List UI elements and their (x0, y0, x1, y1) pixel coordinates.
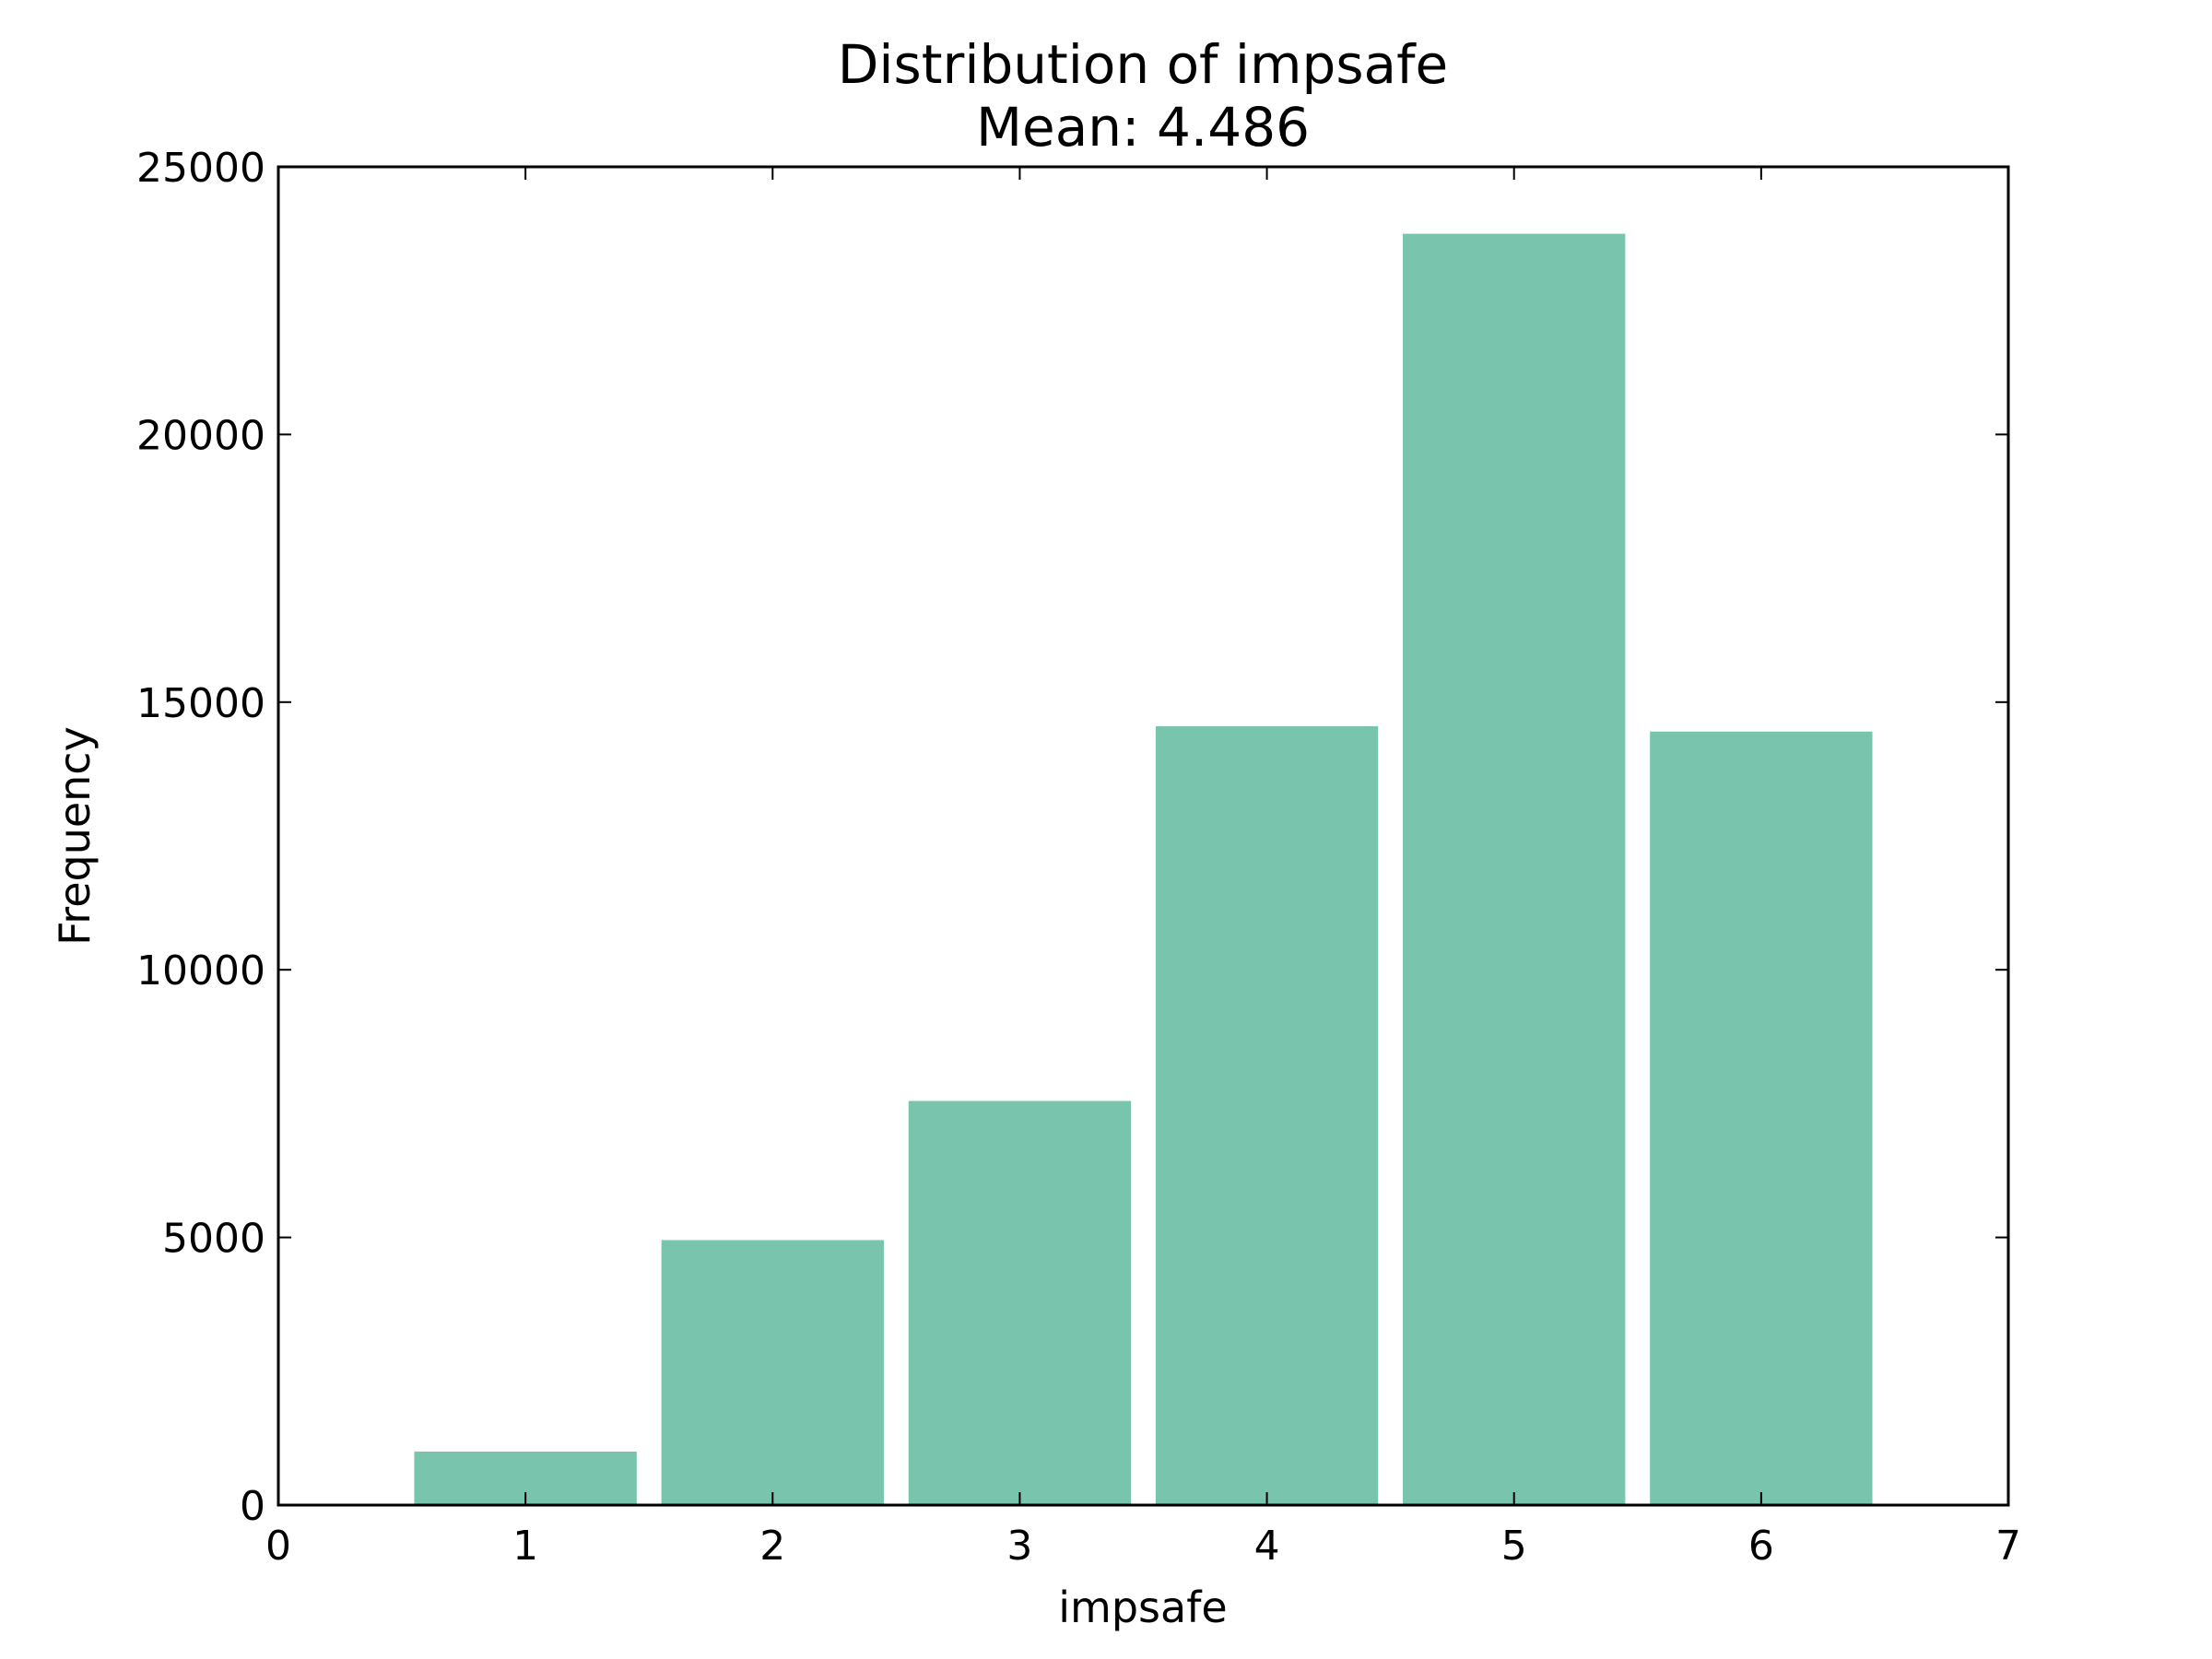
y-tick-label-15000: 15000 (136, 680, 265, 727)
bar-4 (1155, 725, 1379, 1505)
y-tick-label-5000: 5000 (162, 1216, 265, 1263)
x-tick-label-1: 1 (512, 1523, 538, 1570)
y-tick-label-0: 0 (240, 1483, 265, 1530)
bar-5 (1403, 233, 1626, 1506)
chart-title: Distribution of impsafe (838, 33, 1448, 96)
x-axis-label: impsafe (1058, 1583, 1227, 1632)
x-tick-label-5: 5 (1501, 1523, 1527, 1570)
y-tick-label-20000: 20000 (136, 412, 265, 459)
chart-subtitle: Mean: 4.486 (976, 96, 1310, 159)
x-tick-label-7: 7 (1995, 1523, 2021, 1570)
x-tick-label-4: 4 (1254, 1523, 1280, 1570)
bar-2 (661, 1240, 884, 1505)
bar-6 (1650, 731, 1873, 1505)
x-tick-label-3: 3 (1006, 1523, 1032, 1570)
plot-frame (276, 165, 2010, 1507)
x-tick-label-6: 6 (1748, 1523, 1774, 1570)
x-tick-label-2: 2 (759, 1523, 785, 1570)
bars-group (414, 233, 1873, 1506)
ticks-group: 0 1 2 3 4 5 6 7 0 5000 10000 15000 20000 25000 (136, 145, 2021, 1570)
x-tick-label-0: 0 (265, 1523, 291, 1570)
y-axis-label: Frequency (50, 726, 100, 946)
y-tick-label-25000: 25000 (136, 145, 265, 192)
bar-3 (908, 1100, 1132, 1505)
y-tick-label-10000: 10000 (136, 947, 265, 994)
